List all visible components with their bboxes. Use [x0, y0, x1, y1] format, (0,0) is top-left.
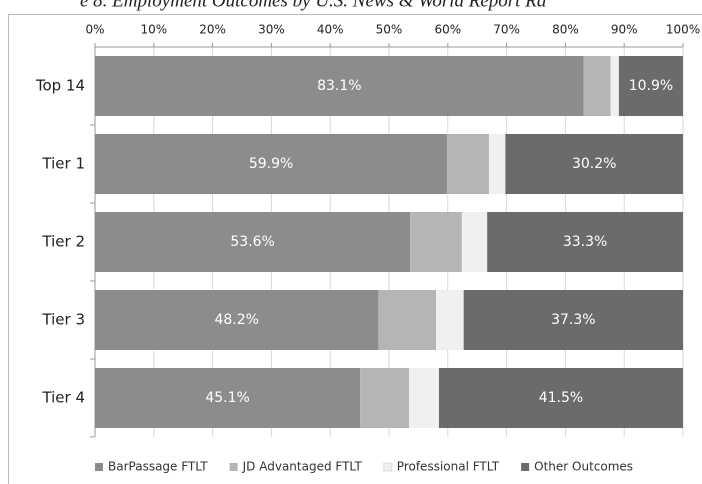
- legend-swatch: [383, 462, 393, 472]
- x-tick-label: 90%: [611, 23, 638, 37]
- bar-segment: [618, 56, 683, 116]
- legend-label: Other Outcomes: [534, 460, 633, 474]
- category-label: Tier 2: [41, 233, 85, 251]
- bar-segment: [463, 290, 683, 350]
- legend-label: JD Advantaged FTLT: [242, 460, 363, 474]
- x-tick-label: 20%: [199, 23, 226, 37]
- bar-segment: [438, 368, 683, 428]
- bar-segment: [95, 212, 411, 272]
- category-label: Tier 3: [41, 311, 85, 329]
- bar-segment: [583, 56, 611, 116]
- x-tick-label: 60%: [434, 23, 461, 37]
- value-label: 83.1%: [317, 78, 361, 94]
- bar-segment: [95, 134, 448, 194]
- legend-swatch: [521, 463, 530, 471]
- x-tick-label: 70%: [493, 23, 520, 37]
- bar-segment: [378, 290, 437, 350]
- value-label: 41.5%: [539, 390, 583, 406]
- bar-segment: [95, 290, 379, 350]
- value-label: 30.2%: [572, 156, 616, 172]
- legend-label: Professional FTLT: [397, 460, 500, 474]
- bar-segment: [488, 134, 506, 194]
- x-tick-label: 10%: [140, 23, 167, 37]
- x-tick-label: 100%: [666, 23, 700, 37]
- x-tick-label: 80%: [552, 23, 579, 37]
- chart-title: e 8. Employment Outcomes by U.S. News & …: [80, 0, 546, 11]
- bar-segment: [410, 212, 462, 272]
- x-tick-label: 40%: [317, 23, 344, 37]
- x-tick-label: 0%: [85, 23, 104, 37]
- x-tick-label: 50%: [376, 23, 403, 37]
- legend-swatch: [229, 463, 238, 471]
- category-label: Tier 1: [41, 155, 85, 173]
- value-label: 33.3%: [563, 234, 607, 250]
- chart-border: [8, 14, 702, 484]
- bar-segment: [610, 56, 619, 116]
- bar-segment: [505, 134, 683, 194]
- bar-segment: [436, 290, 464, 350]
- legend-swatch: [95, 463, 103, 471]
- category-label: Tier 4: [41, 389, 85, 407]
- value-label: 48.2%: [214, 312, 258, 328]
- value-label: 59.9%: [249, 156, 293, 172]
- bar-segment: [461, 212, 488, 272]
- category-label: Top 14: [35, 77, 85, 95]
- bar-segment: [447, 134, 489, 194]
- value-label: 37.3%: [551, 312, 595, 328]
- bar-segment: [487, 212, 683, 272]
- value-label: 10.9%: [629, 78, 673, 94]
- x-tick-label: 30%: [258, 23, 285, 37]
- value-label: 53.6%: [230, 234, 274, 250]
- bar-segment: [408, 368, 439, 428]
- bar-segment: [360, 368, 409, 428]
- bar-segment: [95, 56, 584, 116]
- legend-label: BarPassage FTLT: [108, 460, 208, 474]
- value-label: 45.1%: [205, 390, 249, 406]
- bar-segment: [95, 368, 361, 428]
